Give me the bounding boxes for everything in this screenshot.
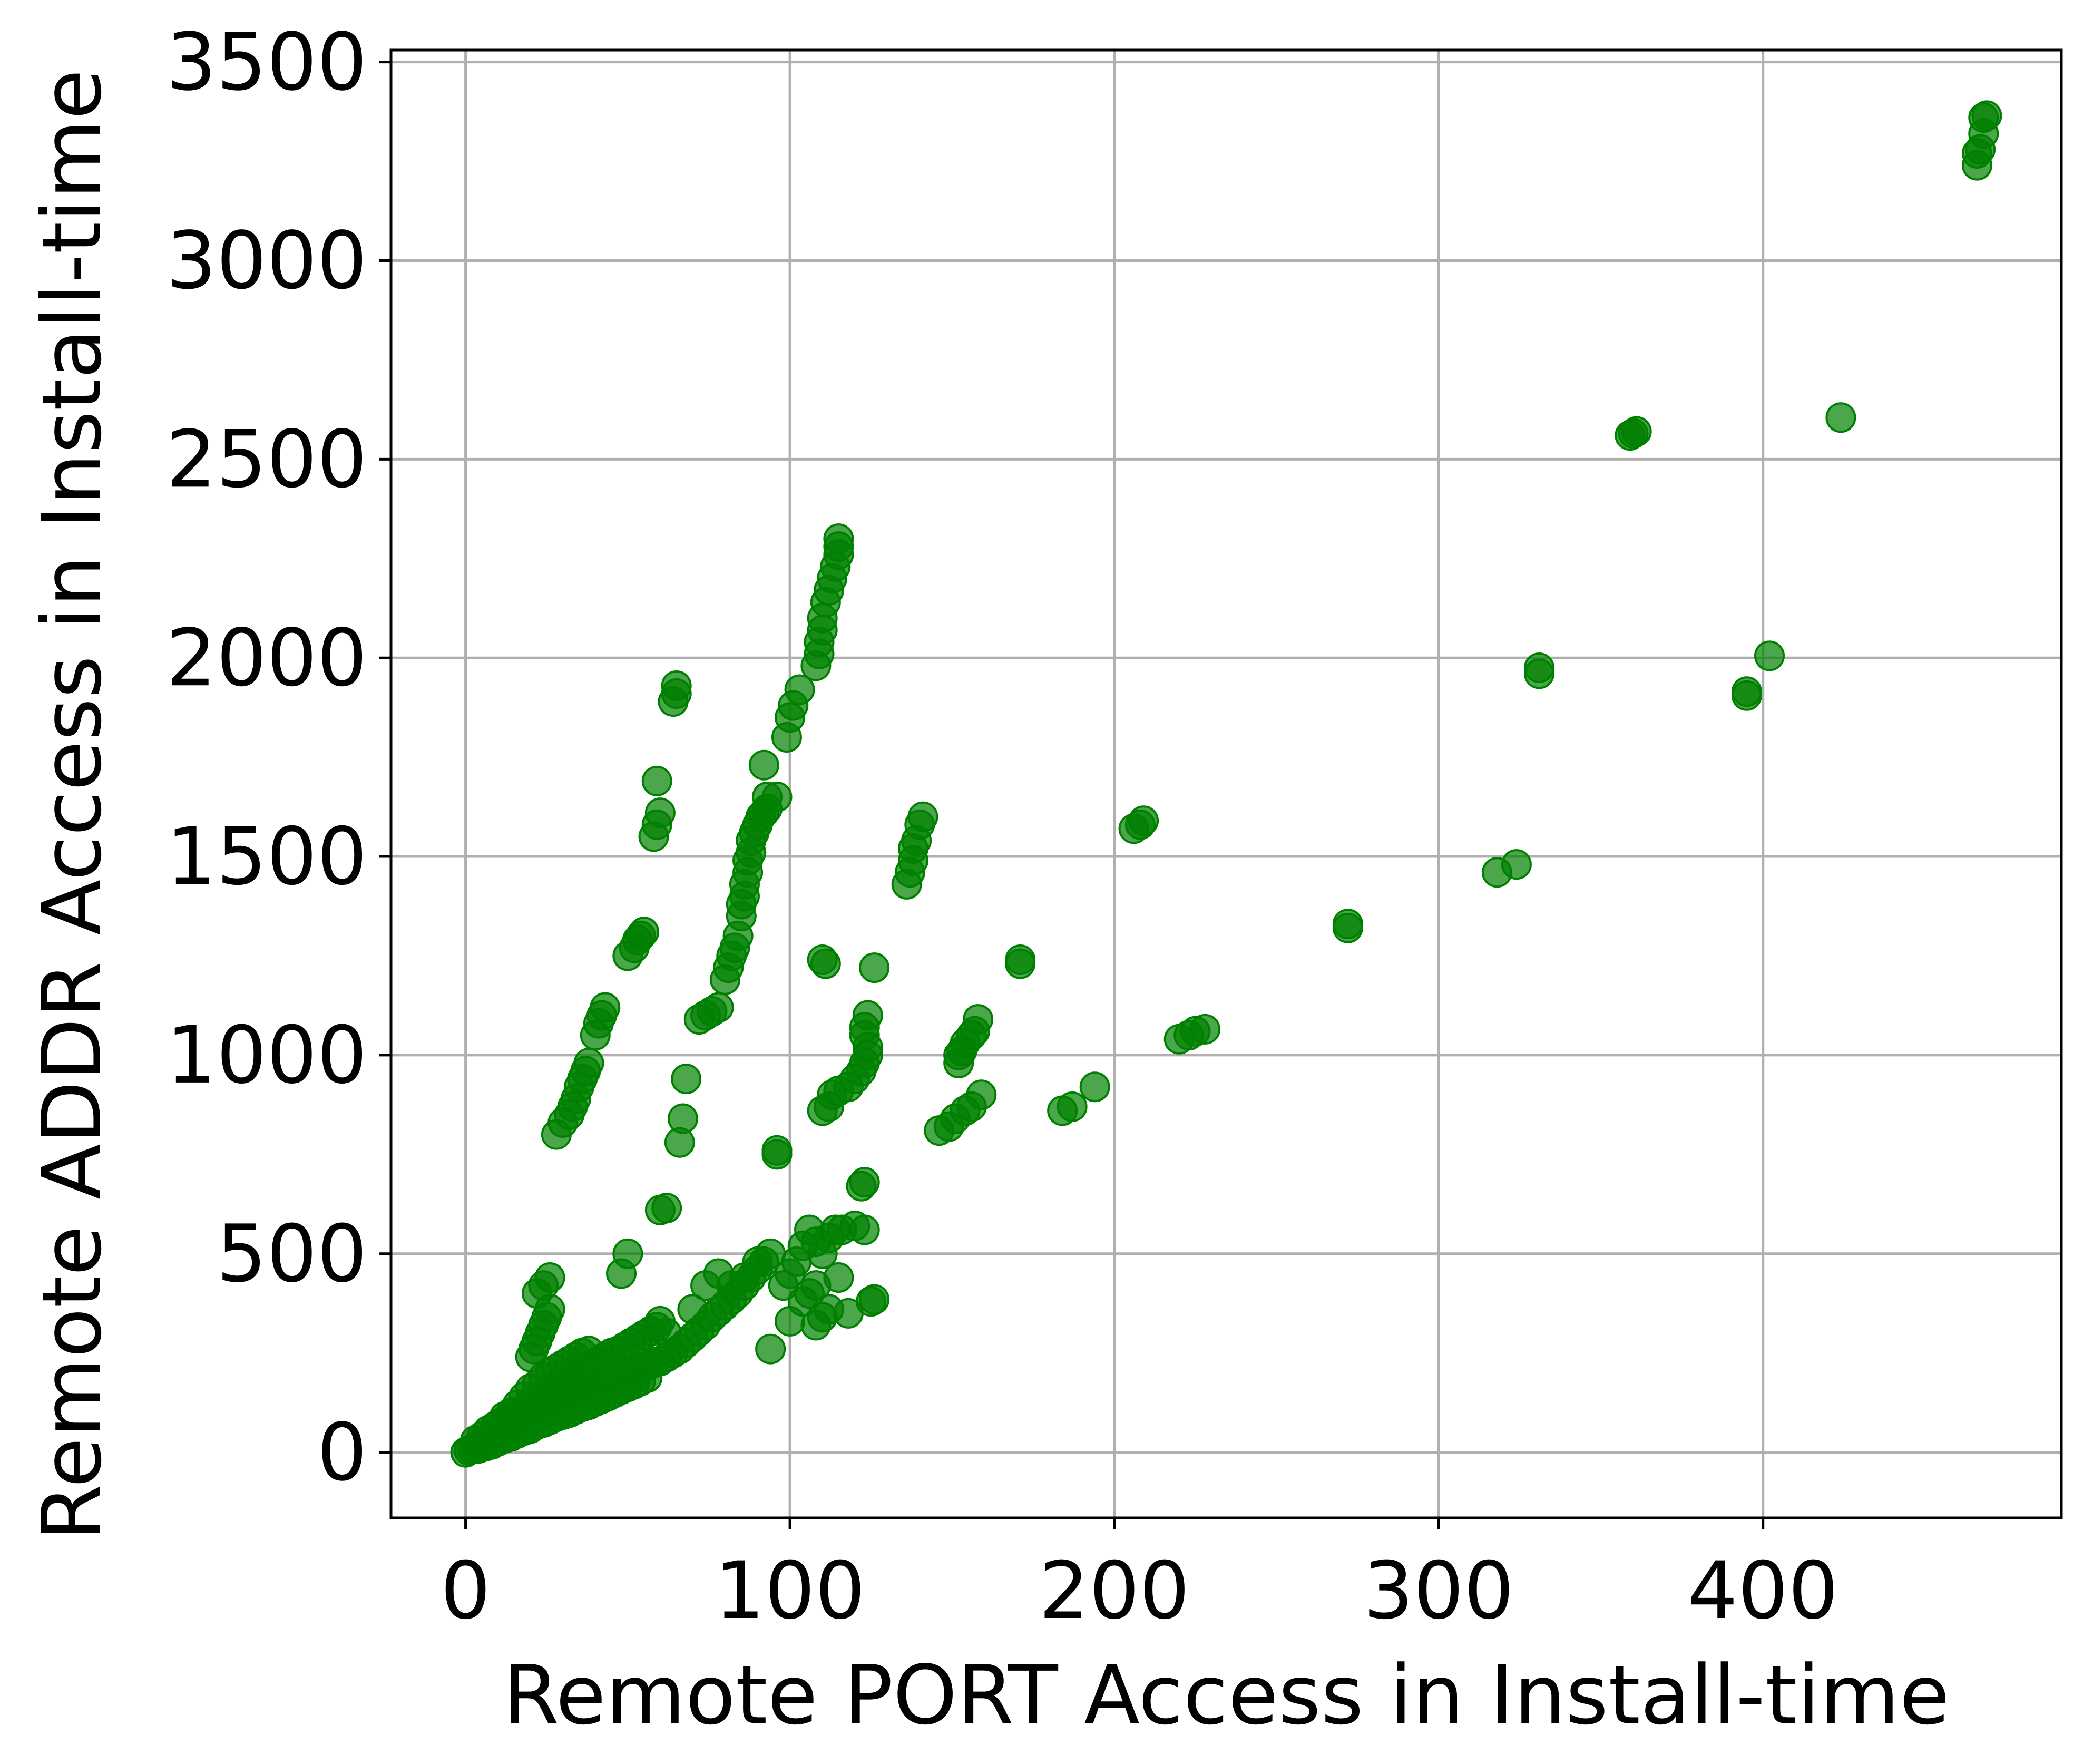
data-point xyxy=(852,1000,883,1031)
y-tick-label: 500 xyxy=(217,1209,367,1300)
data-point xyxy=(859,1284,890,1315)
data-point xyxy=(1005,944,1036,976)
grid xyxy=(391,50,2061,1518)
data-point xyxy=(651,1193,682,1224)
data-point xyxy=(800,1310,832,1341)
data-point xyxy=(859,952,890,983)
data-point xyxy=(849,1167,880,1198)
data-point xyxy=(1731,676,1762,707)
x-axis-label: Remote PORT Access in Install-time xyxy=(503,1648,1950,1743)
data-point xyxy=(1332,909,1363,940)
data-point xyxy=(677,1294,708,1325)
data-point xyxy=(612,1238,643,1269)
data-point xyxy=(1825,402,1856,433)
data-point xyxy=(534,1262,565,1293)
y-tick-label: 3000 xyxy=(166,215,367,307)
data-point xyxy=(748,749,779,781)
data-point xyxy=(755,1333,786,1365)
data-point xyxy=(1079,1071,1110,1103)
y-tick-label: 2000 xyxy=(166,612,367,704)
data-point xyxy=(823,1262,854,1293)
data-point xyxy=(629,917,660,948)
data-point xyxy=(1128,805,1159,836)
data-point xyxy=(651,1318,682,1349)
data-point xyxy=(761,781,793,812)
y-tick-label: 0 xyxy=(317,1407,367,1499)
data-point xyxy=(667,1103,698,1134)
data-point xyxy=(661,670,692,701)
data-point xyxy=(966,1079,997,1110)
data-point xyxy=(784,674,815,705)
x-tick-label: 0 xyxy=(441,1545,491,1637)
y-tick-label: 2500 xyxy=(166,414,367,505)
data-point xyxy=(775,1305,806,1337)
y-tick-label: 1000 xyxy=(166,1010,367,1102)
data-points xyxy=(450,100,2002,1468)
data-point xyxy=(632,1362,663,1393)
data-point xyxy=(1501,849,1532,880)
x-tick-label: 200 xyxy=(1039,1545,1189,1637)
data-point xyxy=(1971,100,2002,131)
plot-frame xyxy=(389,48,2063,1519)
data-point xyxy=(1621,416,1652,447)
data-point xyxy=(907,801,938,832)
data-point xyxy=(1523,652,1554,684)
data-point xyxy=(671,1064,702,1095)
y-axis-label: Remote ADDR Access in Install-time xyxy=(24,69,120,1541)
data-point xyxy=(1057,1091,1088,1122)
data-point xyxy=(573,1047,604,1078)
data-point xyxy=(590,992,621,1023)
data-point xyxy=(823,523,854,554)
data-point xyxy=(1754,640,1785,671)
data-point xyxy=(573,1336,604,1367)
data-point xyxy=(963,1004,994,1035)
axis-ticks: 0 100 200 300 400 0 500 1000 1500 2000 2500 3000 350… xyxy=(166,17,1838,1637)
data-point xyxy=(849,1214,880,1245)
data-point xyxy=(703,992,734,1023)
x-tick-label: 100 xyxy=(715,1545,865,1637)
x-tick-label: 300 xyxy=(1363,1545,1514,1637)
data-point xyxy=(644,797,676,829)
data-point xyxy=(1189,1013,1220,1045)
y-tick-label: 1500 xyxy=(166,811,367,903)
data-point xyxy=(761,1139,793,1170)
data-point xyxy=(641,765,672,796)
data-point xyxy=(810,948,841,979)
y-tick-label: 3500 xyxy=(166,17,367,109)
x-tick-label: 400 xyxy=(1688,1545,1838,1637)
